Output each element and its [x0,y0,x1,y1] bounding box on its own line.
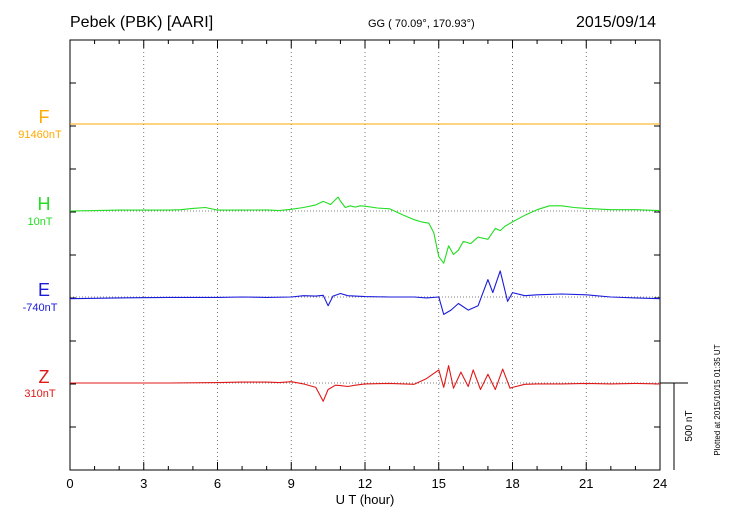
x-tick-label: 24 [653,476,667,491]
x-axis-label: U T (hour) [336,492,395,507]
series-baseline-h: 10nT [27,216,52,228]
x-tick-label: 6 [214,476,221,491]
station-coords: GG ( 70.09°, 170.93°) [368,18,475,30]
station-title: Pebek (PBK) [AARI] [70,14,213,31]
series-label-f: F [39,107,50,127]
series-line-e [69,270,661,315]
series-baseline-e: -740nT [23,302,58,314]
series-line-h [69,196,661,264]
series-label-e: E [38,280,50,300]
x-tick-label: 9 [288,476,295,491]
plotted-note: Plotted at 2015/10/15 01:35 UT [713,344,722,455]
x-ticks: 0 3 6 9 12 15 18 21 24 [66,40,667,491]
series-label-h: H [38,194,51,214]
scale-bar-label: 500 nT [684,410,695,441]
x-tick-label: 21 [579,476,593,491]
x-tick-label: 12 [358,476,372,491]
series-lines [69,123,661,402]
series-baseline-f: 91460nT [18,129,62,141]
x-tick-label: 3 [140,476,147,491]
x-tick-label: 0 [66,476,73,491]
series-baseline-z: 310nT [24,388,55,400]
grid [143,40,587,470]
series-line-z [70,365,661,402]
x-tick-label: 18 [505,476,519,491]
y-ticks [70,39,660,471]
series-label-z: Z [39,367,50,387]
chart-date: 2015/09/14 [576,14,656,31]
x-tick-label: 15 [432,476,446,491]
